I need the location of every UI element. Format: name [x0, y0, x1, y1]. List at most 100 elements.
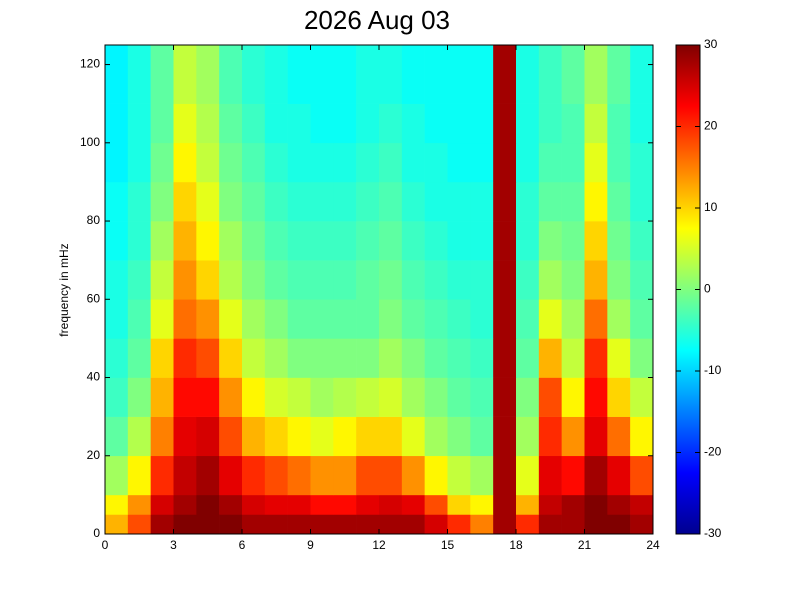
heatmap-cell [401, 377, 425, 417]
heatmap-cell [127, 416, 151, 457]
heatmap-cell [630, 181, 654, 222]
heatmap-cell [264, 377, 288, 417]
heatmap-cell [401, 514, 425, 535]
heatmap-cell [493, 416, 517, 457]
heatmap-cell [173, 142, 197, 183]
colorbar-tick-label: 20 [704, 119, 718, 133]
heatmap-cell [379, 221, 403, 261]
heatmap-cell [356, 338, 380, 378]
heatmap-cell [173, 416, 197, 457]
heatmap-cell [424, 494, 448, 515]
heatmap-cell [379, 338, 403, 378]
heatmap-cell [447, 45, 471, 104]
heatmap-cell [584, 455, 608, 496]
heatmap-cell [150, 514, 174, 535]
heatmap-cell [470, 494, 494, 515]
heatmap-cell [287, 416, 311, 457]
heatmap-cell [196, 338, 220, 378]
heatmap-cell [584, 142, 608, 183]
heatmap [105, 45, 654, 535]
heatmap-cell [516, 260, 540, 300]
colorbar-tick-label: -20 [704, 445, 722, 459]
heatmap-cell [538, 514, 562, 535]
heatmap-cell [196, 45, 220, 104]
heatmap-cell [607, 416, 631, 457]
heatmap-cell [127, 142, 151, 183]
heatmap-cell [401, 142, 425, 183]
heatmap-cell [150, 142, 174, 183]
heatmap-cell [538, 45, 562, 104]
heatmap-cell [538, 142, 562, 183]
heatmap-cell [424, 45, 448, 104]
heatmap-cell [607, 260, 631, 300]
heatmap-cell [470, 103, 494, 144]
heatmap-cell [561, 221, 585, 261]
heatmap-cell [584, 260, 608, 300]
heatmap-cell [287, 377, 311, 417]
heatmap-cell [561, 338, 585, 378]
heatmap-cell [196, 455, 220, 496]
heatmap-cell [447, 455, 471, 496]
heatmap-cell [127, 103, 151, 144]
heatmap-cell [447, 221, 471, 261]
heatmap-cell [105, 416, 129, 457]
heatmap-cell [584, 103, 608, 144]
heatmap-cell [630, 103, 654, 144]
heatmap-cell [219, 45, 243, 104]
heatmap-cell [561, 377, 585, 417]
heatmap-cell [401, 181, 425, 222]
y-tick-label: 60 [87, 291, 101, 305]
heatmap-cell [310, 455, 334, 496]
heatmap-cell [219, 299, 243, 339]
x-tick-label: 12 [372, 538, 386, 552]
heatmap-cell [173, 299, 197, 339]
heatmap-cell [219, 494, 243, 515]
heatmap-cell [196, 221, 220, 261]
heatmap-cell [196, 142, 220, 183]
x-tick-label: 6 [239, 538, 246, 552]
heatmap-cell [584, 221, 608, 261]
heatmap-cell [493, 455, 517, 496]
heatmap-cell [401, 455, 425, 496]
heatmap-cell [287, 455, 311, 496]
heatmap-cell [470, 377, 494, 417]
heatmap-cell [493, 45, 517, 104]
heatmap-cell [310, 299, 334, 339]
y-tick-label: 120 [80, 57, 100, 71]
heatmap-cell [287, 299, 311, 339]
heatmap-cell [219, 142, 243, 183]
heatmap-cell [310, 514, 334, 535]
heatmap-cell [561, 455, 585, 496]
heatmap-cell [287, 260, 311, 300]
heatmap-cell [424, 338, 448, 378]
heatmap-cell [493, 103, 517, 144]
heatmap-cell [150, 416, 174, 457]
heatmap-cell [310, 45, 334, 104]
heatmap-cell [401, 416, 425, 457]
heatmap-cell [447, 103, 471, 144]
heatmap-cell [379, 416, 403, 457]
heatmap-cell [424, 377, 448, 417]
heatmap-cell [127, 455, 151, 496]
heatmap-cell [516, 221, 540, 261]
heatmap-cell [333, 494, 357, 515]
heatmap-cell [173, 455, 197, 496]
heatmap-cell [264, 299, 288, 339]
colorbar-tick-label: 30 [704, 37, 718, 51]
heatmap-cell [310, 494, 334, 515]
heatmap-cell [538, 260, 562, 300]
heatmap-cell [264, 221, 288, 261]
heatmap-cell [401, 221, 425, 261]
heatmap-cell [333, 416, 357, 457]
heatmap-cell [219, 416, 243, 457]
heatmap-cell [287, 103, 311, 144]
heatmap-cell [584, 377, 608, 417]
heatmap-cell [424, 455, 448, 496]
heatmap-cell [401, 45, 425, 104]
colorbar-tick-label: -30 [704, 526, 722, 540]
heatmap-cell [470, 416, 494, 457]
heatmap-cell [516, 455, 540, 496]
heatmap-cell [310, 221, 334, 261]
heatmap-cell [356, 221, 380, 261]
heatmap-cell [607, 455, 631, 496]
